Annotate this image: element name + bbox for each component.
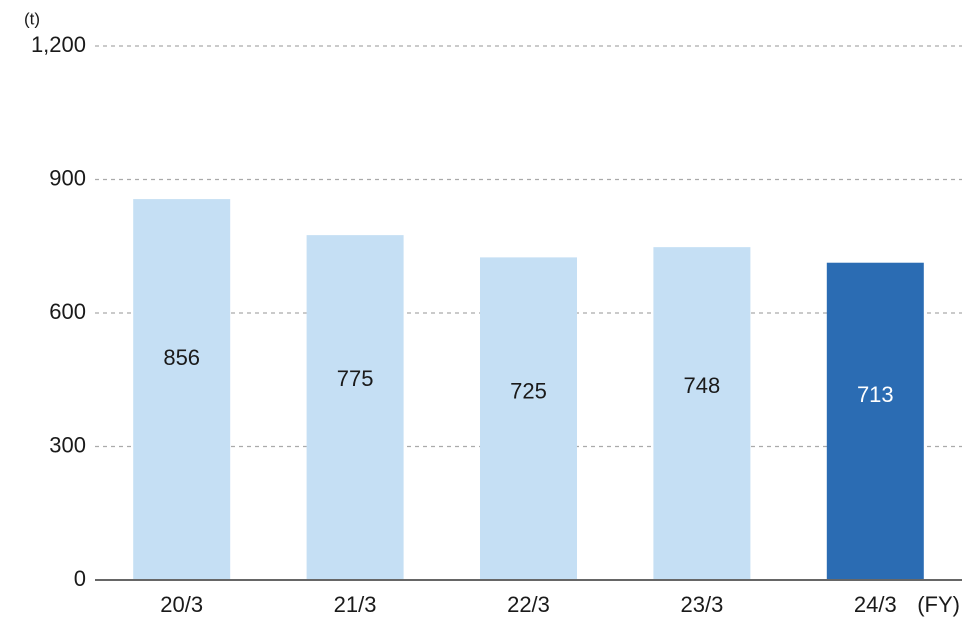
value-label: 725 <box>510 379 547 404</box>
y-tick-label: 900 <box>49 165 86 190</box>
y-tick-label: 0 <box>74 566 86 591</box>
bar <box>653 247 751 580</box>
value-label: 713 <box>857 382 894 407</box>
value-label: 748 <box>684 373 721 398</box>
value-label: 856 <box>163 345 200 370</box>
y-tick-label: 300 <box>49 432 86 457</box>
x-tick-label: 22/3 <box>507 592 550 617</box>
x-unit: (FY) <box>917 592 960 617</box>
x-tick-label: 21/3 <box>334 592 377 617</box>
bar <box>306 235 404 580</box>
bar <box>133 199 231 580</box>
bar <box>480 257 577 580</box>
y-unit: (t) <box>24 9 40 28</box>
x-tick-label: 23/3 <box>680 592 723 617</box>
x-tick-label: 20/3 <box>160 592 203 617</box>
bar <box>826 262 924 580</box>
x-tick-label: 24/3 <box>854 592 897 617</box>
y-tick-label: 600 <box>49 299 86 324</box>
y-tick-label: 1,200 <box>31 32 86 57</box>
value-label: 775 <box>337 366 374 391</box>
